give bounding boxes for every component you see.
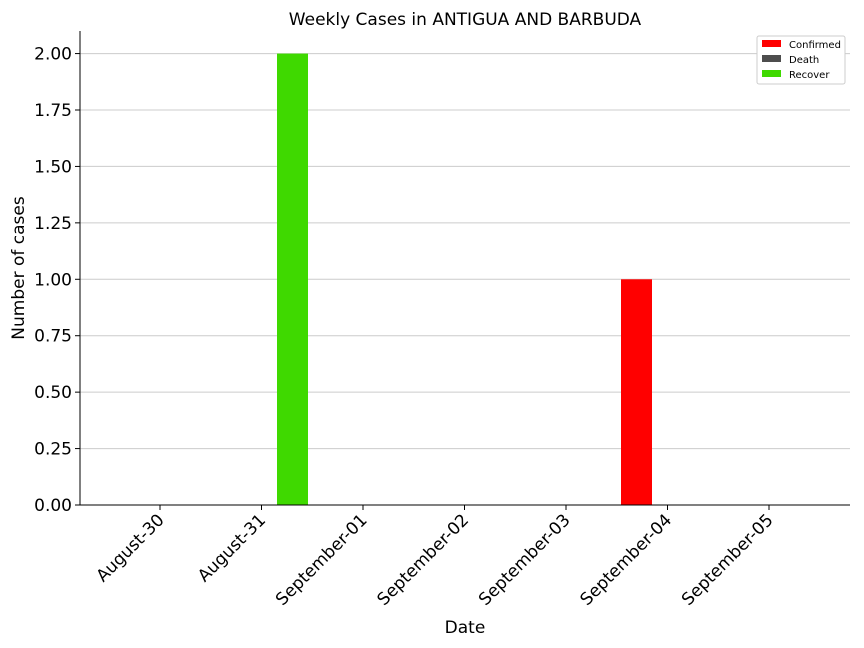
y-tick-label: 0.75 [34,327,72,347]
chart-title: Weekly Cases in ANTIGUA AND BARBUDA [289,10,642,30]
x-tick-label: August-31 [194,510,270,586]
gridlines [80,53,850,450]
y-tick-label: 1.50 [34,157,72,177]
x-tick-label: September-01 [272,510,371,609]
bar-confirmed-september-04 [621,279,652,505]
bars [277,53,652,505]
legend-swatch-recover [762,70,781,77]
y-tick-label: 0.50 [34,383,72,403]
x-ticks: August-30 August-31 September-01 September-… [93,505,778,610]
legend-label-recover: Recover [789,70,830,81]
x-tick-label: September-02 [374,510,473,609]
y-ticks: 0.00 0.25 0.50 0.75 1.00 1.25 1.50 1.75 2.00 [34,45,80,516]
y-tick-label: 1.25 [34,214,72,234]
legend-label-death: Death [789,55,819,66]
y-tick-label: 0.00 [34,496,72,516]
x-tick-label: September-03 [475,510,574,609]
y-tick-label: 2.00 [34,45,72,65]
x-tick-label: September-05 [678,510,777,609]
legend-label-confirmed: Confirmed [789,40,841,51]
y-tick-label: 1.00 [34,270,72,290]
legend-swatch-death [762,55,781,62]
y-tick-label: 0.25 [34,440,72,460]
x-tick-label: September-04 [577,510,676,609]
y-tick-label: 1.75 [34,101,72,121]
x-tick-label: August-30 [93,510,169,586]
legend: Confirmed Death Recover [756,35,846,85]
legend-swatch-confirmed [762,40,781,47]
bar-recover-august-31 [277,53,308,505]
y-axis-label: Number of cases [9,196,29,340]
x-axis-label: Date [445,618,486,638]
